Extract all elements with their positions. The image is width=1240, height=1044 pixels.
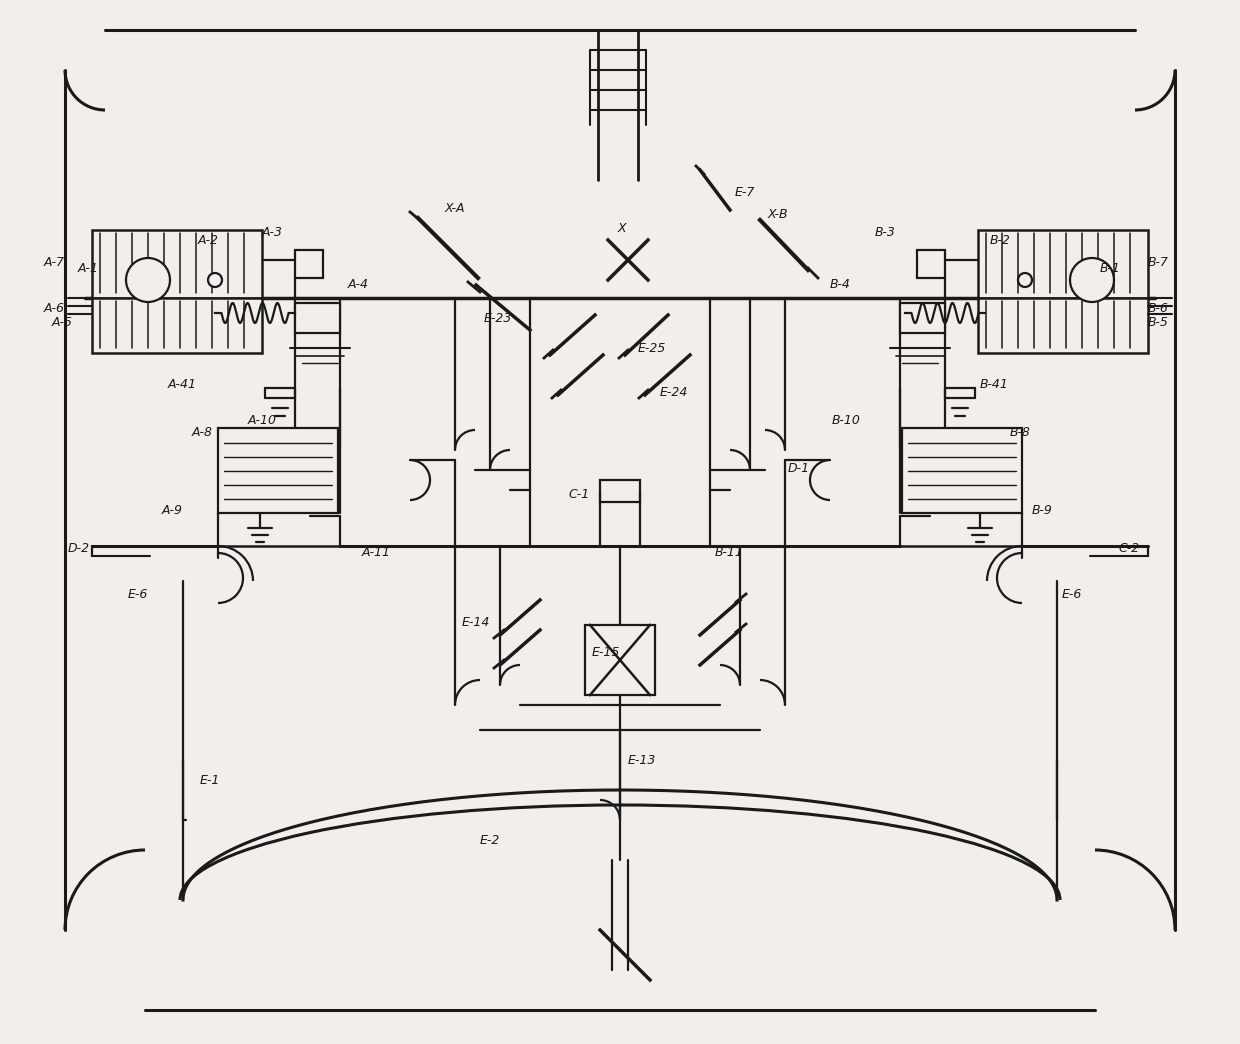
Bar [900,303,945,333]
Text: B-1: B-1 [1100,261,1121,275]
Text: X-B: X-B [768,209,789,221]
Bar [585,625,655,695]
Text: B-5: B-5 [1148,315,1169,329]
Text: A-11: A-11 [362,546,391,559]
Bar [901,428,1022,513]
Bar [92,230,262,298]
Text: B-41: B-41 [980,379,1009,392]
Text: E-6: E-6 [128,589,149,601]
Bar [600,480,640,502]
Text: A-2: A-2 [198,234,219,246]
Text: C-1: C-1 [568,489,589,501]
Text: A-1: A-1 [78,261,99,275]
Text: D-2: D-2 [68,542,91,554]
Text: B-3: B-3 [875,226,895,238]
Text: E-25: E-25 [639,341,666,355]
Text: A-7: A-7 [43,256,64,268]
Text: D-1: D-1 [787,461,810,475]
Text: B-8: B-8 [1011,426,1030,438]
Bar [295,303,340,333]
Circle shape [126,258,170,302]
Text: A-41: A-41 [167,379,197,392]
Circle shape [1018,272,1032,287]
Text: E-2: E-2 [480,833,501,847]
Text: X: X [618,221,626,235]
Circle shape [208,272,222,287]
Bar [92,298,262,353]
Text: B-10: B-10 [832,413,861,427]
Text: E-24: E-24 [660,385,688,399]
Text: A-3: A-3 [262,226,283,238]
Text: E-14: E-14 [463,616,490,628]
Text: E-6: E-6 [1061,589,1083,601]
Text: E-7: E-7 [735,186,755,198]
Text: A-4: A-4 [348,279,370,291]
Text: X-A: X-A [445,201,465,214]
Text: A-8: A-8 [192,426,213,438]
Text: E-23: E-23 [484,311,512,325]
Bar [918,250,945,278]
Text: E-13: E-13 [627,754,656,766]
Text: A-6: A-6 [43,302,64,314]
Bar [218,428,339,513]
Text: E-15: E-15 [591,645,620,659]
Text: A-10: A-10 [248,413,277,427]
Text: A-5: A-5 [52,315,73,329]
Bar [295,250,322,278]
Bar [200,270,210,290]
Text: C-2: C-2 [1118,542,1140,554]
Text: B-4: B-4 [830,279,851,291]
Text: E-1: E-1 [200,774,221,786]
Bar [1030,270,1040,290]
Circle shape [1070,258,1114,302]
Text: B-6: B-6 [1148,302,1169,314]
Text: B-2: B-2 [990,234,1011,246]
Bar [978,298,1148,353]
Text: A-9: A-9 [162,503,184,517]
Text: B-7: B-7 [1148,256,1169,268]
Text: B-11: B-11 [715,546,744,559]
Text: B-9: B-9 [1032,503,1053,517]
Bar [978,230,1148,298]
